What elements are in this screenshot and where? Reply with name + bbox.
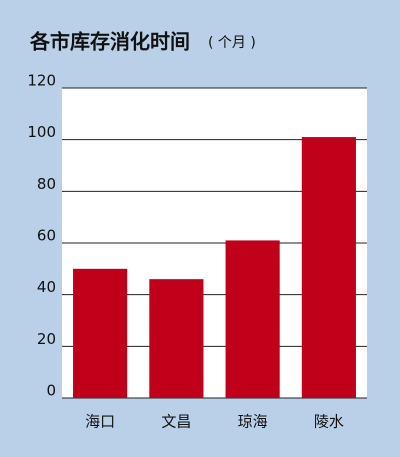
y-tick-label: 60 <box>37 227 56 245</box>
bar <box>301 137 356 399</box>
x-tick-label: 海口 <box>85 413 115 431</box>
y-tick-label: 20 <box>37 330 56 348</box>
bar <box>225 240 280 398</box>
y-tick-label: 80 <box>37 175 56 193</box>
y-tick-label: 40 <box>37 278 56 296</box>
y-tick-label: 120 <box>27 72 56 90</box>
bar <box>73 268 128 398</box>
x-tick-label: 陵水 <box>314 413 344 431</box>
bar <box>149 279 204 398</box>
x-tick-label: 琼海 <box>238 413 268 431</box>
y-tick-label: 0 <box>46 382 56 400</box>
chart-subtitle: ( 个月 ) <box>208 35 256 51</box>
chart-title: 各市库存消化时间 <box>29 30 190 54</box>
y-tick-label: 100 <box>27 123 56 141</box>
x-tick-label: 文昌 <box>161 413 191 431</box>
